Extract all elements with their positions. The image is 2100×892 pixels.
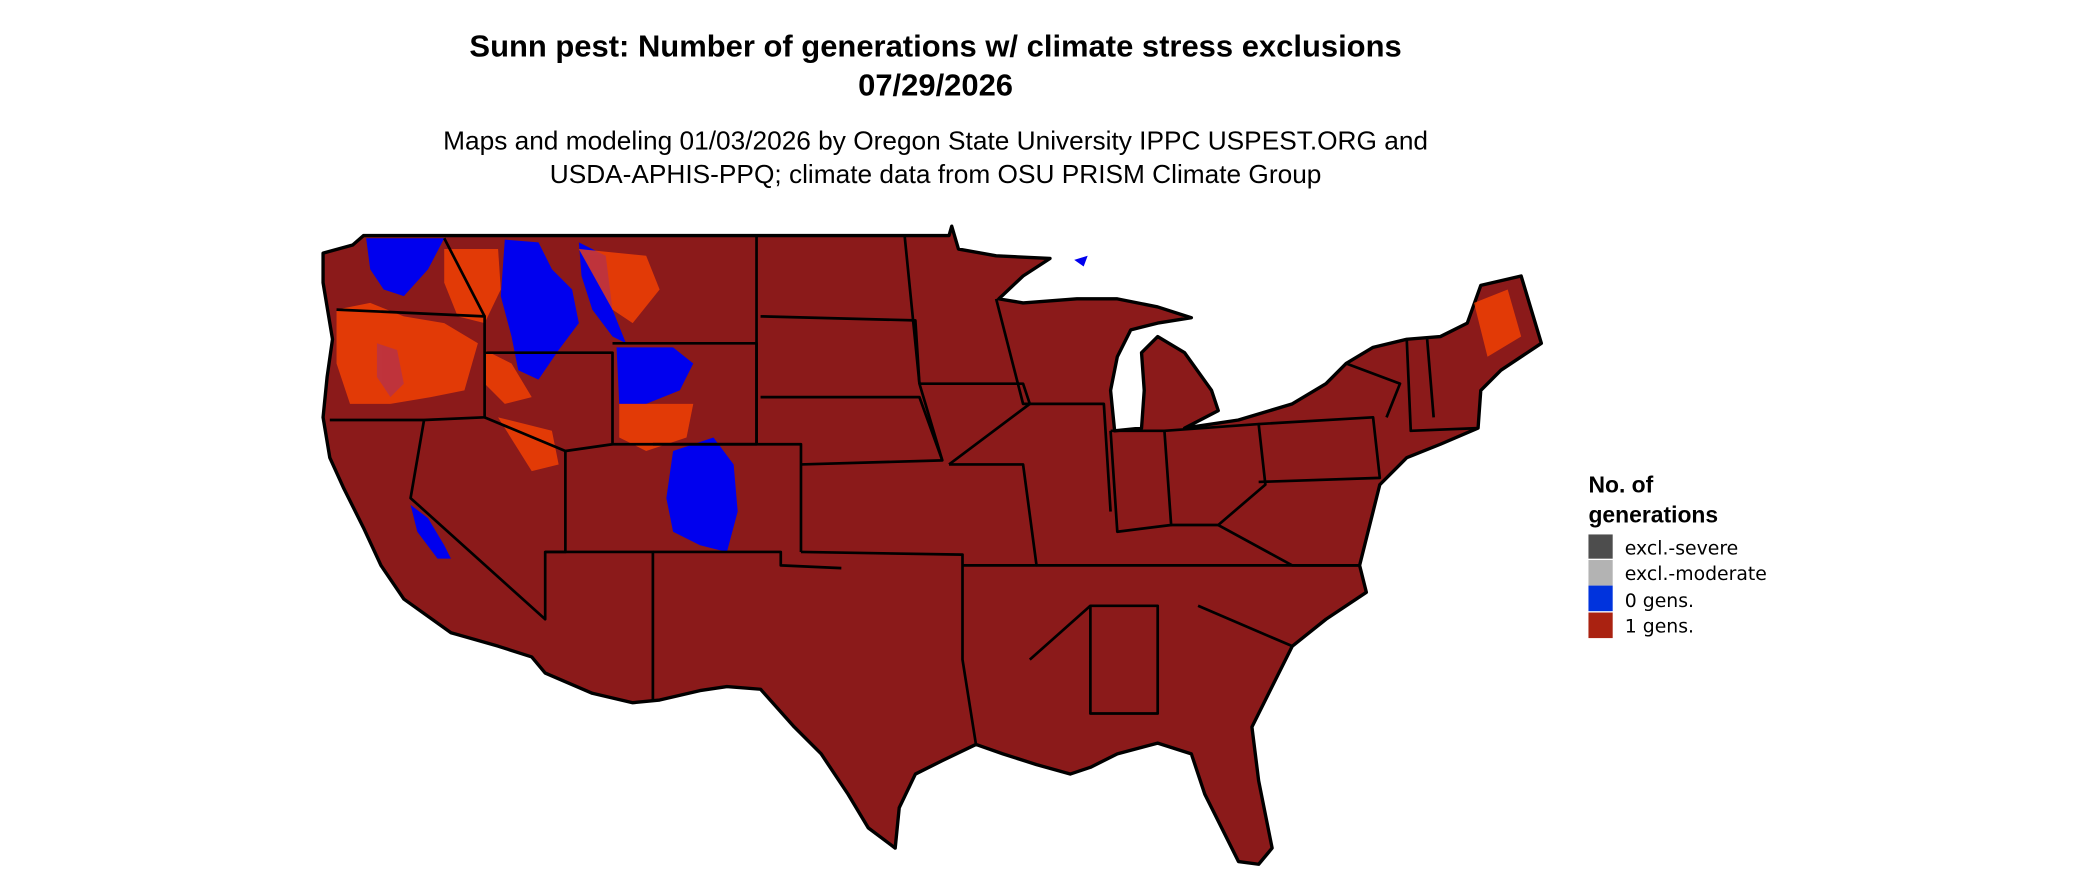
legend-swatch-excl-moderate	[1588, 560, 1613, 586]
subtitle-line-1: Maps and modeling 01/03/2026 by Oregon S…	[443, 125, 1428, 155]
subtitle-line-2: USDA-APHIS-PPQ; climate data from OSU PR…	[550, 159, 1322, 189]
legend-title-line-2: generations	[1588, 501, 1718, 527]
legend-swatch-0-gens	[1588, 585, 1613, 612]
title-line-1: Sunn pest: Number of generations w/ clim…	[469, 29, 1401, 64]
title-line-2: 07/29/2026	[858, 68, 1013, 103]
us-landmass	[321, 224, 1544, 866]
legend-label-0-gens: 0 gens.	[1625, 591, 1694, 612]
legend-swatch-excl-severe	[1588, 534, 1613, 559]
legend-title-line-1: No. of	[1588, 472, 1653, 498]
zero-generations-areas	[366, 238, 1088, 559]
us-map	[321, 224, 1544, 866]
legend-label-excl-moderate: excl.-moderate	[1625, 564, 1767, 585]
legend-label-excl-severe: excl.-severe	[1625, 539, 1738, 560]
legend-label-1-gens: 1 gens.	[1625, 617, 1694, 638]
legend-swatch-1-gens	[1588, 612, 1613, 639]
state-borders	[329, 235, 1479, 745]
legend: No. of generations excl.-severe excl.-mo…	[1588, 472, 1767, 639]
